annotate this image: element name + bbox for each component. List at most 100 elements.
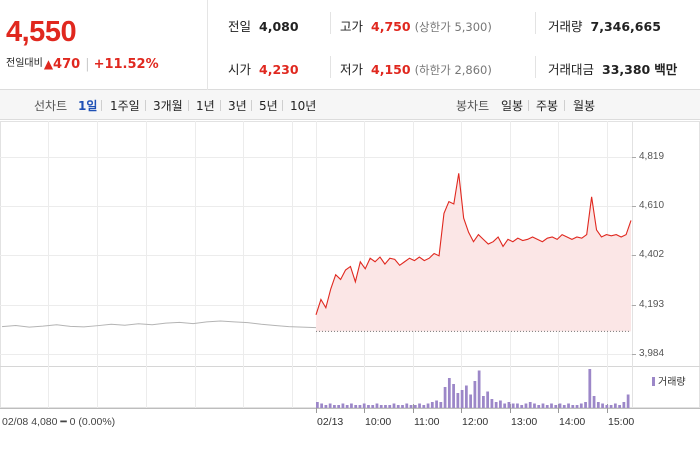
volume-bar bbox=[413, 405, 417, 408]
volume-legend: 거래량 bbox=[652, 373, 686, 388]
volume-bar bbox=[541, 403, 545, 408]
volume-bar bbox=[379, 405, 383, 408]
tab-candle-month[interactable]: 월봉 bbox=[573, 99, 596, 113]
volume-bar bbox=[456, 393, 460, 408]
volume-bar bbox=[490, 399, 494, 408]
high-value: 4,750 bbox=[371, 19, 411, 34]
high-price: 고가 4,750 (상한가 5,300) bbox=[340, 16, 492, 35]
volume-bar bbox=[520, 405, 524, 408]
previous-day-summary: 02/08 4,080 ━ 0 (0.00%) bbox=[2, 416, 116, 428]
volume-bar bbox=[571, 405, 575, 408]
tab-period-5y[interactable]: 5년 bbox=[259, 99, 278, 113]
tab-period-1w[interactable]: 1주일 bbox=[110, 99, 140, 113]
open-value: 4,230 bbox=[259, 62, 299, 77]
volume-bar bbox=[575, 405, 579, 408]
tab-period-3m[interactable]: 3개월 bbox=[153, 99, 183, 113]
amount-value: 33,380 bbox=[602, 62, 651, 77]
divider bbox=[564, 100, 565, 111]
x-tick-label: 12:00 bbox=[462, 416, 489, 428]
volume-bar bbox=[405, 403, 409, 408]
volume-bar bbox=[320, 403, 324, 408]
volume-bar bbox=[469, 394, 472, 408]
volume-bar bbox=[452, 384, 455, 408]
stock-summary: 4,550 전일대비▲470 | +11.52% 전일 4,080 고가 4,750 (상… bbox=[0, 0, 700, 90]
volume-swatch bbox=[652, 377, 655, 386]
volume-bar bbox=[422, 405, 426, 408]
low-value: 4,150 bbox=[371, 62, 411, 77]
volume-bar bbox=[499, 400, 502, 408]
volume-bar bbox=[618, 405, 621, 408]
current-price: 4,550 bbox=[6, 16, 77, 48]
volume-bar bbox=[392, 403, 396, 408]
divider bbox=[101, 100, 102, 111]
x-tick-label: 02/13 bbox=[317, 416, 344, 428]
volume-bar bbox=[503, 403, 507, 408]
volume-bar bbox=[609, 405, 613, 408]
volume-bar bbox=[426, 403, 430, 408]
previous-day-line bbox=[1, 320, 317, 329]
prev-close-label: 전일 bbox=[228, 19, 252, 34]
volume-bar bbox=[545, 405, 549, 408]
volume-bar bbox=[367, 405, 370, 408]
volume-bar bbox=[626, 394, 630, 408]
volume-bar bbox=[528, 402, 532, 408]
volume: 거래량 7,346,665 bbox=[548, 16, 661, 35]
change-row: 전일대비▲470 | +11.52% bbox=[6, 54, 159, 72]
price-chart-svg bbox=[0, 121, 700, 413]
price-chart[interactable]: 4,819 4,610 4,402 4,193 3,984 02/13 10:00 11:0… bbox=[0, 121, 700, 450]
upper-limit: (상한가 5,300) bbox=[414, 20, 492, 34]
amount-unit: 백만 bbox=[654, 62, 678, 77]
chart-tab-bar: 선차트 1일 1주일 3개월 1년 3년 5년 10년 봉차트 일봉 주봉 월봉 bbox=[0, 90, 700, 120]
volume-bar bbox=[596, 402, 600, 408]
divider bbox=[330, 56, 331, 78]
prev-close-value: 4,080 bbox=[259, 19, 299, 34]
y-tick-label: 3,984 bbox=[639, 347, 665, 359]
y-tick-label: 4,402 bbox=[639, 248, 665, 260]
volume-bar bbox=[605, 405, 609, 408]
tab-period-1d[interactable]: 1일 bbox=[78, 99, 98, 113]
volume-bar bbox=[516, 403, 519, 408]
tab-period-3y[interactable]: 3년 bbox=[228, 99, 247, 113]
volume-bar bbox=[579, 403, 583, 408]
divider bbox=[251, 100, 252, 111]
divider bbox=[220, 100, 221, 111]
volume-bar bbox=[486, 391, 490, 408]
volume-bar bbox=[464, 385, 468, 408]
open-price: 시가 4,230 bbox=[228, 59, 299, 78]
low-price: 저가 4,150 (하한가 2,860) bbox=[340, 59, 492, 78]
volume-bar bbox=[592, 396, 596, 408]
volume-bar bbox=[354, 405, 358, 408]
candle-chart-label: 봉차트 bbox=[456, 99, 490, 113]
change-label: 전일대비 bbox=[6, 58, 43, 69]
volume-bar bbox=[362, 403, 366, 408]
volume-bar bbox=[435, 400, 438, 408]
volume-bar bbox=[554, 405, 558, 408]
volume-bar bbox=[341, 403, 345, 408]
volume-bar bbox=[430, 402, 434, 408]
divider bbox=[535, 12, 536, 34]
volume-bar bbox=[418, 403, 421, 408]
divider bbox=[282, 100, 283, 111]
divider bbox=[535, 56, 536, 78]
x-tick-label: 10:00 bbox=[365, 416, 392, 428]
volume-label: 거래량 bbox=[548, 19, 583, 34]
volume-bar bbox=[388, 405, 392, 408]
volume-bar bbox=[350, 403, 353, 408]
x-tick-label: 13:00 bbox=[511, 416, 538, 428]
volume-bar bbox=[324, 405, 328, 408]
volume-bar bbox=[558, 403, 562, 408]
price-box: 4,550 전일대비▲470 | +11.52% bbox=[0, 0, 208, 90]
trade-amount: 거래대금 33,380 백만 bbox=[548, 59, 677, 78]
volume-bar bbox=[562, 405, 566, 408]
divider bbox=[528, 100, 529, 111]
divider bbox=[330, 12, 331, 34]
tab-period-10y[interactable]: 10년 bbox=[290, 99, 317, 113]
price-line bbox=[315, 173, 632, 316]
tab-candle-day[interactable]: 일봉 bbox=[501, 99, 524, 113]
volume-bar bbox=[584, 402, 587, 408]
y-tick-label: 4,819 bbox=[639, 150, 665, 162]
tab-candle-week[interactable]: 주봉 bbox=[536, 99, 559, 113]
volume-bar bbox=[333, 405, 336, 408]
tab-period-1y[interactable]: 1년 bbox=[196, 99, 215, 113]
open-label: 시가 bbox=[228, 62, 252, 77]
